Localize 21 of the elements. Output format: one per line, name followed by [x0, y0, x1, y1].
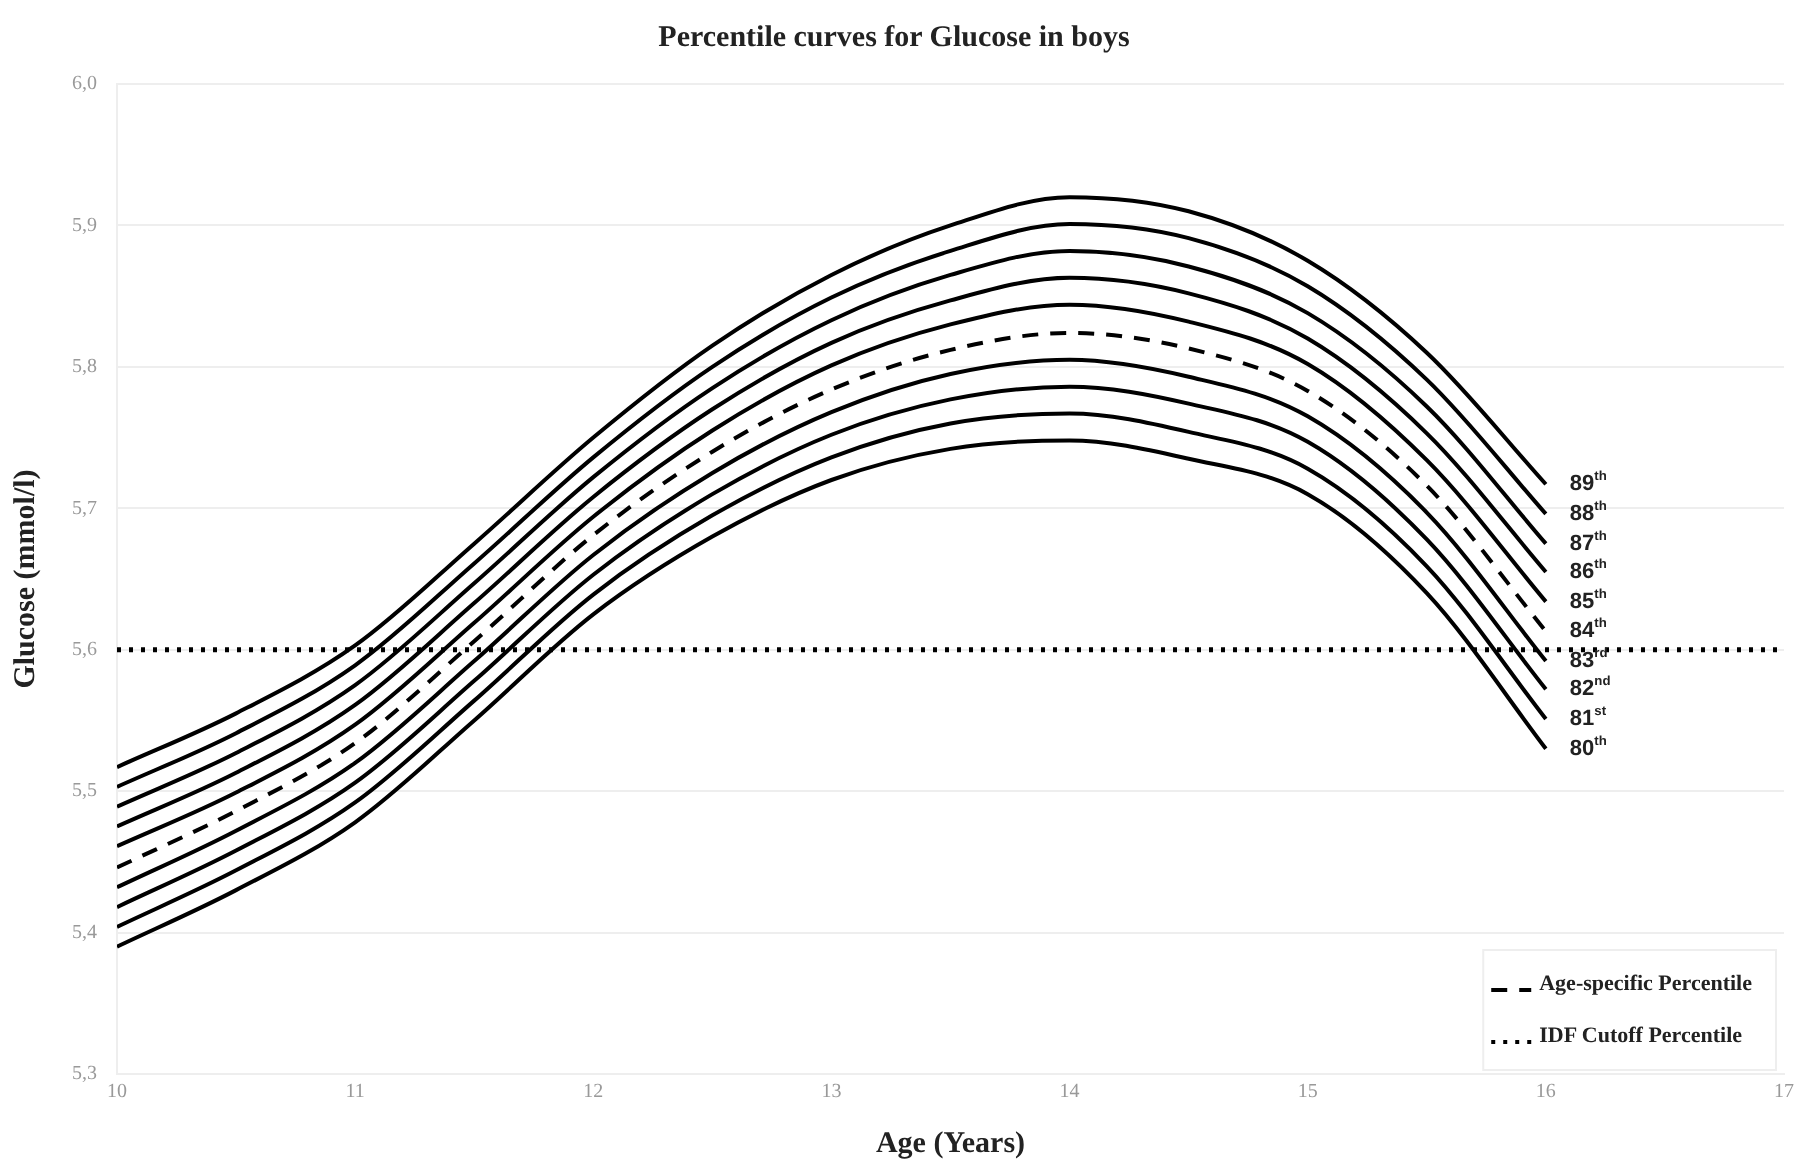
y-tick-label: 5,7 [72, 497, 97, 520]
y-tick-label: 5,8 [72, 356, 97, 379]
x-tick-label: 17 [1774, 1081, 1794, 1104]
y-axis-title: Glucose (mmol/l) [9, 469, 42, 689]
x-tick-label: 11 [345, 1081, 365, 1104]
y-tick-label: 6,0 [72, 73, 97, 96]
legend-label: IDF Cutoff Percentile [1539, 1023, 1743, 1048]
chart-title: Percentile curves for Glucose in boys [658, 21, 1130, 54]
y-tick-label: 5,3 [72, 1063, 97, 1086]
x-axis-title: Age (Years) [875, 1127, 1026, 1160]
y-tick-label: 5,6 [72, 638, 97, 661]
x-tick-label: 14 [1059, 1081, 1080, 1104]
x-tick-label: 10 [107, 1081, 127, 1104]
x-tick-label: 16 [1535, 1081, 1556, 1104]
x-tick-label: 13 [821, 1081, 842, 1104]
y-tick-label: 5,5 [72, 780, 97, 803]
annotation: Age-specific Percentile [1539, 971, 1753, 996]
x-tick-label: 15 [1297, 1081, 1318, 1104]
x-tick-label: 12 [583, 1081, 604, 1104]
y-tick-label: 5,9 [72, 214, 97, 237]
y-tick-label: 5,4 [72, 921, 97, 944]
